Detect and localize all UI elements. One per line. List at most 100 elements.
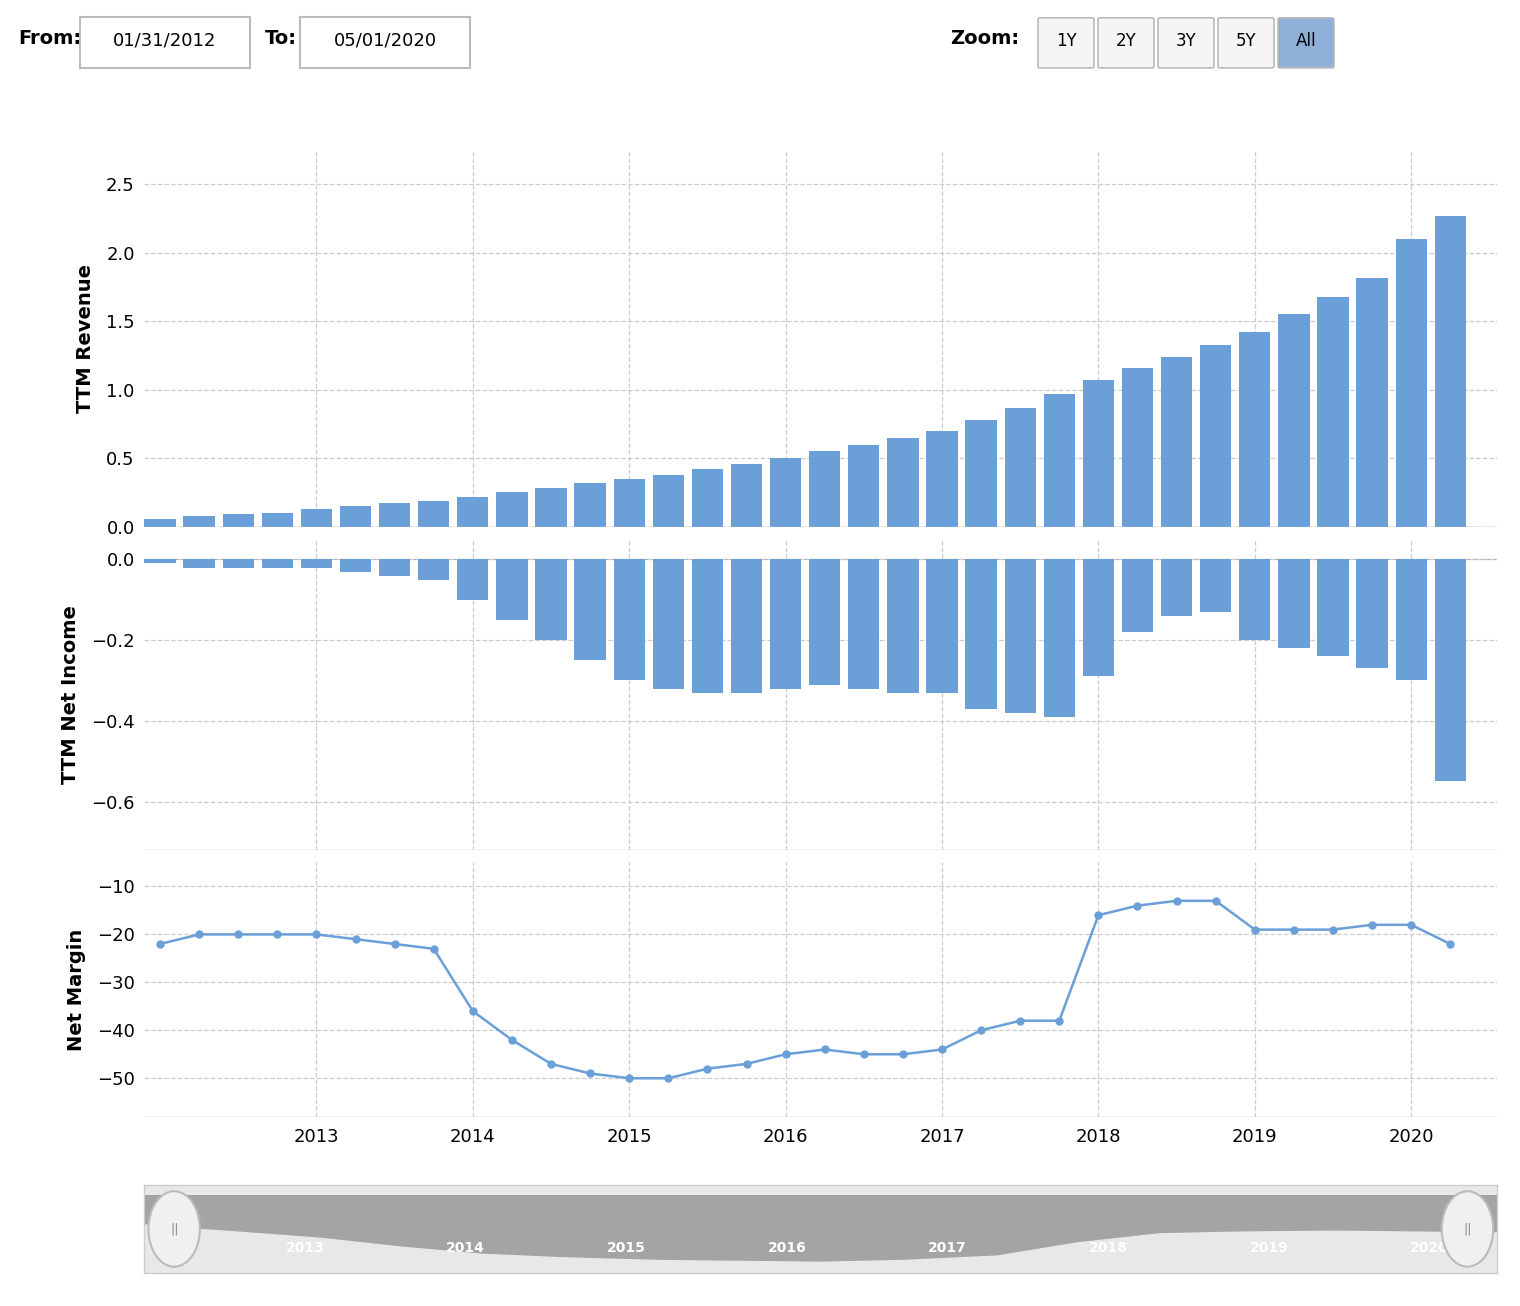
Text: 2Y: 2Y xyxy=(1116,31,1137,50)
Text: 05/01/2020: 05/01/2020 xyxy=(333,31,436,50)
Bar xyxy=(614,559,644,680)
Bar xyxy=(965,559,997,709)
Bar xyxy=(1435,215,1465,526)
Bar xyxy=(1082,559,1114,677)
Bar xyxy=(497,492,527,526)
Bar xyxy=(1239,332,1271,526)
Text: 2020: 2020 xyxy=(1411,1242,1449,1255)
Y-axis label: Net Margin: Net Margin xyxy=(67,929,85,1050)
Y-axis label: TTM Revenue: TTM Revenue xyxy=(76,264,94,413)
FancyBboxPatch shape xyxy=(81,17,249,68)
Bar xyxy=(1005,559,1035,713)
Bar xyxy=(692,469,724,526)
Bar xyxy=(731,559,762,692)
Bar xyxy=(418,500,450,526)
Text: 2014: 2014 xyxy=(447,1242,485,1255)
Ellipse shape xyxy=(1442,1191,1493,1267)
Bar xyxy=(1122,368,1154,526)
Bar xyxy=(144,518,176,526)
Text: 5Y: 5Y xyxy=(1236,31,1257,50)
Bar xyxy=(888,438,918,526)
Bar xyxy=(965,421,997,526)
Bar xyxy=(340,507,371,526)
FancyBboxPatch shape xyxy=(1097,18,1154,68)
Bar xyxy=(1005,407,1035,526)
Text: All: All xyxy=(1295,31,1316,50)
Bar xyxy=(652,474,684,526)
Bar xyxy=(888,559,918,692)
Text: 1Y: 1Y xyxy=(1055,31,1076,50)
Bar xyxy=(418,559,450,580)
Text: 2017: 2017 xyxy=(929,1242,967,1255)
Ellipse shape xyxy=(149,1191,199,1267)
Bar xyxy=(1201,559,1231,613)
Bar xyxy=(1161,559,1192,616)
Bar xyxy=(771,559,801,688)
Bar xyxy=(535,488,567,526)
Bar xyxy=(184,559,214,568)
Bar xyxy=(1278,559,1310,648)
Text: 2016: 2016 xyxy=(768,1242,807,1255)
Bar xyxy=(378,559,410,576)
FancyBboxPatch shape xyxy=(1038,18,1094,68)
Bar xyxy=(1082,380,1114,526)
Bar xyxy=(222,559,254,568)
Bar xyxy=(222,515,254,526)
Bar xyxy=(614,479,644,526)
Text: 3Y: 3Y xyxy=(1175,31,1196,50)
Y-axis label: TTM Net Income: TTM Net Income xyxy=(61,605,81,784)
Bar xyxy=(809,559,841,684)
Bar xyxy=(261,513,293,526)
Bar xyxy=(458,559,488,599)
FancyBboxPatch shape xyxy=(299,17,470,68)
Bar xyxy=(1044,559,1075,717)
Bar xyxy=(497,559,527,620)
Bar xyxy=(771,458,801,526)
Bar xyxy=(575,559,606,661)
Bar xyxy=(340,559,371,572)
Text: 2013: 2013 xyxy=(286,1242,324,1255)
Bar xyxy=(261,559,293,568)
Bar xyxy=(652,559,684,688)
FancyBboxPatch shape xyxy=(1278,18,1335,68)
Bar xyxy=(926,431,958,526)
Text: ||: || xyxy=(1464,1222,1471,1235)
Bar xyxy=(1356,559,1388,669)
Bar xyxy=(301,559,331,568)
Bar xyxy=(692,559,724,692)
Bar xyxy=(1395,239,1427,526)
Bar xyxy=(575,483,606,526)
Text: ||: || xyxy=(170,1222,178,1235)
Bar xyxy=(301,509,331,526)
Text: 2019: 2019 xyxy=(1249,1242,1289,1255)
Text: 01/31/2012: 01/31/2012 xyxy=(114,31,217,50)
Bar xyxy=(848,559,880,688)
Text: To:: To: xyxy=(264,29,296,48)
Bar xyxy=(458,496,488,526)
Bar xyxy=(535,559,567,640)
Bar xyxy=(1239,559,1271,640)
Text: Zoom:: Zoom: xyxy=(950,29,1018,48)
Bar xyxy=(1356,278,1388,526)
Bar xyxy=(731,464,762,526)
Bar xyxy=(1122,559,1154,632)
Bar xyxy=(1044,394,1075,526)
Bar xyxy=(1318,559,1348,657)
Bar xyxy=(848,444,880,526)
Bar xyxy=(144,559,176,563)
Bar xyxy=(809,452,841,526)
Bar xyxy=(1435,559,1465,781)
Bar xyxy=(1395,559,1427,680)
FancyBboxPatch shape xyxy=(1218,18,1274,68)
Bar xyxy=(1278,315,1310,526)
Bar xyxy=(1201,345,1231,526)
Text: 2015: 2015 xyxy=(606,1242,646,1255)
Bar xyxy=(1318,296,1348,526)
Bar xyxy=(926,559,958,692)
Text: From:: From: xyxy=(18,29,81,48)
FancyBboxPatch shape xyxy=(1158,18,1214,68)
Text: 2018: 2018 xyxy=(1088,1242,1128,1255)
Bar xyxy=(1161,357,1192,526)
Bar xyxy=(378,503,410,526)
Bar xyxy=(184,516,214,526)
